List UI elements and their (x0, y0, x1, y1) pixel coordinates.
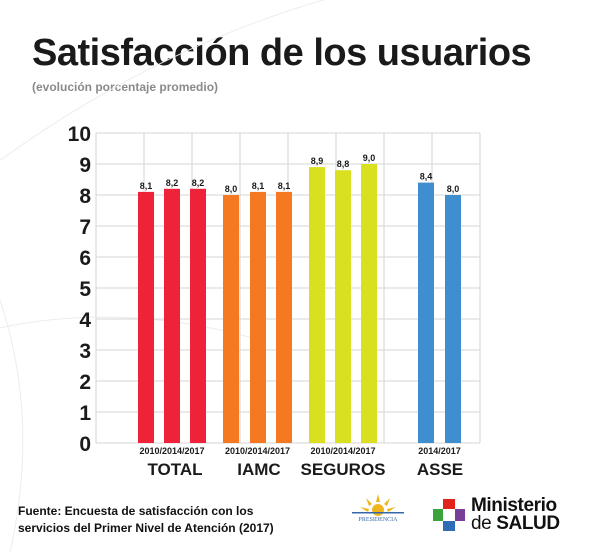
background-arc (0, 0, 325, 161)
bar-data-label: 8,1 (278, 181, 291, 191)
ministerio-salud-logo: Ministerio de SALUD (431, 495, 571, 535)
page-title: Satisfacción de los usuarios (32, 32, 532, 74)
bar-data-label: 8,2 (166, 178, 179, 188)
bar-data-label: 9,0 (363, 153, 376, 163)
source-line-2: servicios del Primer Nivel de Atención (… (18, 521, 274, 535)
bar-data-label: 8,4 (420, 172, 433, 182)
source-line-1: Fuente: Encuesta de satisfacción con los (18, 504, 254, 518)
presidencia-text: PRESIDENCIA (358, 517, 398, 523)
bar-data-label: 8,0 (447, 184, 460, 194)
bar-data-label: 8,0 (225, 184, 238, 194)
source-note: Fuente: Encuesta de satisfacción con los… (18, 503, 318, 537)
y-tick-label: 8 (79, 185, 91, 208)
bar (276, 191, 292, 443)
bar (138, 191, 154, 443)
health-cross-icon (433, 499, 465, 531)
bar-data-label: 8,9 (311, 156, 324, 166)
bar (361, 164, 377, 443)
bar (190, 188, 206, 443)
sun-icon: PRESIDENCIA (352, 494, 404, 523)
y-tick-label: 10 (68, 123, 91, 146)
y-tick-label: 4 (79, 309, 91, 332)
period-label: 2010/2014/2017 (225, 446, 290, 456)
background-arc (0, 316, 261, 341)
background-arc (0, 299, 24, 552)
y-tick-label: 2 (79, 371, 91, 394)
bar (445, 195, 461, 443)
bar (223, 195, 239, 443)
y-tick-label: 1 (79, 402, 91, 425)
y-tick-label: 7 (79, 216, 91, 239)
presidencia-logo: PRESIDENCIA (338, 490, 418, 530)
y-tick-label: 5 (79, 278, 91, 301)
bar (164, 188, 180, 443)
bar-data-label: 8,8 (337, 159, 350, 169)
category-label: SEGUROS (300, 460, 385, 479)
category-label: ASSE (417, 460, 463, 479)
bar-data-label: 8,1 (140, 181, 153, 191)
y-tick-label: 9 (79, 154, 91, 177)
bar-data-label: 8,2 (192, 178, 205, 188)
bar (309, 167, 325, 443)
salud-text: SALUD (496, 513, 560, 534)
period-label: 2010/2014/2017 (139, 446, 204, 456)
de-text: de (471, 513, 492, 534)
ministerio-text: Ministerio (471, 495, 557, 516)
period-label: 2010/2014/2017 (310, 446, 375, 456)
de-salud-text: de SALUD (471, 513, 560, 535)
bar (418, 182, 434, 443)
category-label: TOTAL (147, 460, 202, 479)
category-label: IAMC (237, 460, 280, 479)
y-tick-label: 0 (79, 433, 91, 456)
page-subtitle: (evolución porcentaje promedio) (32, 80, 219, 94)
y-tick-label: 6 (79, 247, 91, 270)
y-tick-label: 3 (79, 340, 91, 363)
bar (335, 170, 351, 443)
period-label: 2014/2017 (418, 446, 461, 456)
bar-data-label: 8,1 (252, 181, 265, 191)
bar (250, 191, 266, 443)
